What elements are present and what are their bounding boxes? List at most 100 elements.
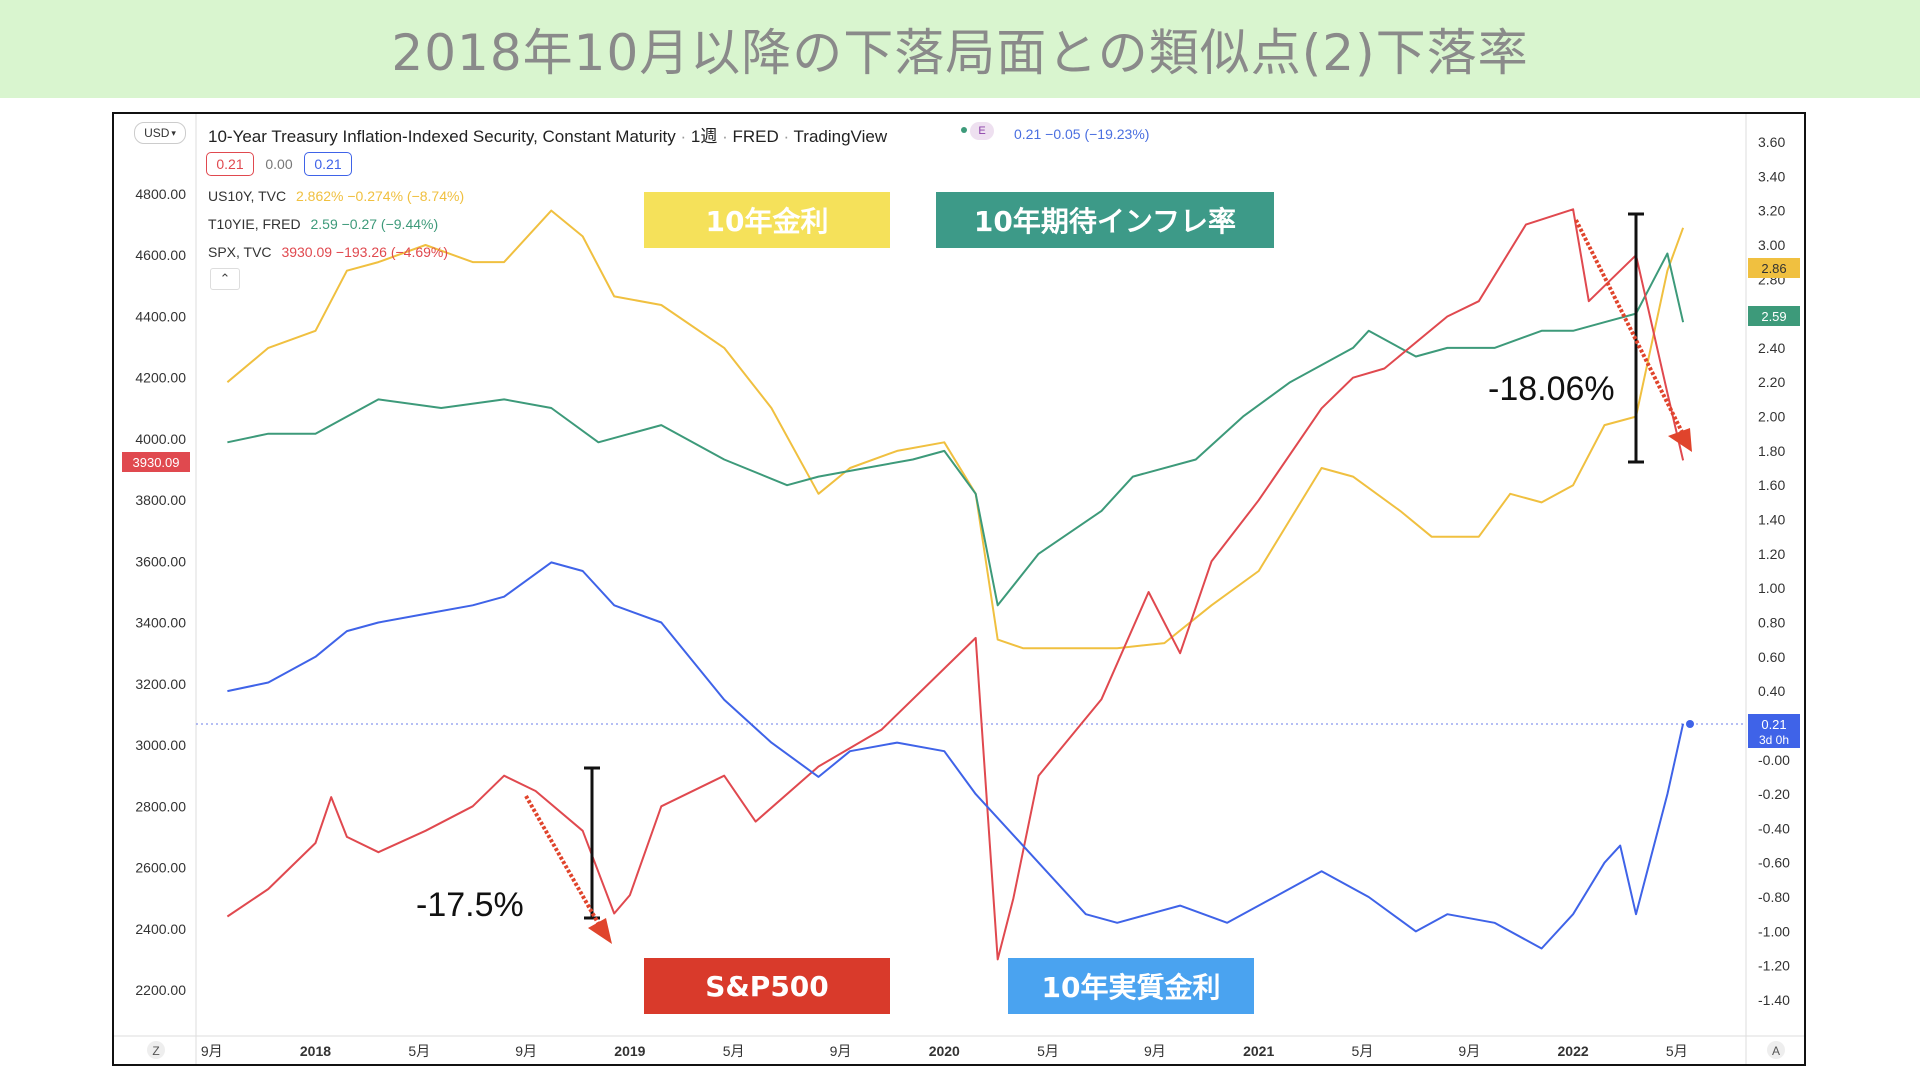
arrow-2022 (1574, 219, 1692, 452)
chart-title: 10-Year Treasury Inflation-Indexed Secur… (208, 127, 676, 146)
label-t10yie: 10年期待インフレ率 (936, 192, 1274, 248)
drop-label-2022: -18.06% (1488, 370, 1615, 408)
auto-scale-button[interactable] (1767, 1041, 1785, 1059)
auto-scale-button-text: A (1772, 1044, 1780, 1058)
legend-values: 3930.09 −193.26 (−4.69%) (281, 244, 449, 260)
right-axis-ticks: 3.603.403.203.002.802.602.402.202.001.80… (1758, 134, 1790, 1008)
time-tick-label: 9月 (830, 1043, 852, 1059)
right-tick-label: 2.00 (1758, 409, 1785, 425)
label-us10y-text: 10年金利 (705, 205, 829, 238)
legend-values: 2.59 −0.27 (−9.44%) (310, 216, 439, 232)
right-tick-label: 3.00 (1758, 237, 1785, 253)
interval[interactable]: 1週 (690, 127, 718, 146)
series-group (226, 208, 1685, 961)
legend-values: 2.862% −0.274% (−8.74%) (295, 188, 465, 204)
series-line-3 (227, 561, 1685, 950)
chevron-up-icon: ⌃ (219, 271, 231, 286)
right-tick-label: 1.40 (1758, 512, 1785, 528)
earnings-badge-label: E (978, 125, 986, 137)
collapse-legend-button[interactable]: ⌃ (210, 268, 240, 290)
t10yie-price-tag (1748, 306, 1800, 326)
buy-pill[interactable]: 0.21 (304, 152, 352, 176)
right-tick-label: -0.40 (1758, 820, 1790, 836)
right-tick-label: -0.00 (1758, 752, 1790, 768)
right-tick-label: 3.20 (1758, 203, 1785, 219)
right-tick-label: 0.80 (1758, 614, 1785, 630)
left-tick-label: 4400.00 (135, 308, 186, 324)
time-tick-label: 9月 (1458, 1043, 1480, 1059)
label-us10y: 10年金利 (644, 192, 890, 248)
label-t10yie-text: 10年期待インフレ率 (973, 205, 1237, 238)
sell-pill[interactable]: 0.21 (206, 152, 254, 176)
legend-label: SPX, TVC (208, 244, 272, 260)
legend-item-t10yie[interactable]: T10YIE, FRED 2.59 −0.27 (−9.44%) (208, 216, 438, 232)
right-tick-label: 2.40 (1758, 340, 1785, 356)
left-tick-label: 3000.00 (135, 737, 186, 753)
right-tick-label: -1.40 (1758, 992, 1790, 1008)
time-tick-label: 5月 (723, 1043, 745, 1059)
chart-frame (112, 112, 1806, 1066)
series-line-0 (226, 209, 1685, 650)
chevron-down-icon: ▾ (171, 127, 176, 138)
left-tick-label: 4600.00 (135, 247, 186, 263)
slide-title-bar: 2018年10月以降の下落局面との類似点(2)下落率 (0, 0, 1920, 98)
spx-price-tag-text: 3930.09 (133, 455, 180, 470)
right-tick-label: 0.60 (1758, 649, 1785, 665)
buy-pill-label: 0.21 (314, 156, 342, 172)
left-tick-label: 3400.00 (135, 615, 186, 631)
earnings-badge[interactable]: E (970, 122, 994, 140)
currency-selector[interactable]: USD ▾ (134, 122, 186, 144)
slide-title: 2018年10月以降の下落局面との類似点(2)下落率 (391, 24, 1529, 82)
time-tick-label: 5月 (1666, 1043, 1688, 1059)
spread-pill-label: 0.00 (265, 156, 293, 172)
spx-price-tag (122, 452, 190, 472)
right-tick-label: -0.60 (1758, 855, 1790, 871)
time-tick-label: 9月 (515, 1043, 537, 1059)
drop-label-2018: -17.5% (416, 886, 524, 924)
left-tick-label: 2600.00 (135, 860, 186, 876)
arrow-2018 (524, 795, 612, 944)
left-scale-button[interactable] (147, 1041, 165, 1059)
right-tick-label: -0.80 (1758, 889, 1790, 905)
right-tick-label: 1.60 (1758, 477, 1785, 493)
right-tick-label: -1.20 (1758, 958, 1790, 974)
right-tick-label: -0.20 (1758, 786, 1790, 802)
time-tick-label: 5月 (1352, 1043, 1374, 1059)
right-tick-label: 1.00 (1758, 580, 1785, 596)
left-tick-label: 2400.00 (135, 921, 186, 937)
right-tick-label: 1.20 (1758, 546, 1785, 562)
left-tick-label: 4000.00 (135, 431, 186, 447)
last-value: 0.21 (1014, 126, 1042, 142)
right-tick-label: 3.40 (1758, 168, 1785, 184)
label-spx: S&P500 (644, 958, 890, 1014)
time-tick-label: 5月 (1037, 1043, 1059, 1059)
legend-item-spx[interactable]: SPX, TVC 3930.09 −193.26 (−4.69%) (208, 244, 448, 260)
legend-label: US10Y, TVC (208, 188, 287, 204)
time-tick-label: 5月 (408, 1043, 430, 1059)
currency-label: USD (144, 126, 170, 140)
series-line-2 (226, 208, 1685, 961)
label-spx-text: S&P500 (705, 969, 829, 1003)
time-tick-label: 2020 (929, 1043, 960, 1059)
right-tick-label: 0.40 (1758, 683, 1785, 699)
time-tick-label: 2018 (300, 1043, 331, 1059)
last-change: −0.05 (−19.23%) (1045, 126, 1150, 142)
real-price-tag-text: 0.21 (1761, 717, 1786, 732)
chart-header: 10-Year Treasury Inflation-Indexed Secur… (208, 127, 888, 146)
us10y-price-tag (1748, 258, 1800, 278)
spread-pill: 0.00 (258, 152, 300, 176)
us10y-price-tag-text: 2.86 (1761, 261, 1786, 276)
real-last-point (1686, 720, 1694, 728)
left-tick-label: 3600.00 (135, 553, 186, 569)
left-tick-label: 2200.00 (135, 982, 186, 998)
last-value-readout: 0.21 −0.05 (−19.23%) (1014, 126, 1149, 142)
time-tick-label: 2021 (1243, 1043, 1274, 1059)
time-axis-ticks: 9月 2018 5月 9月 2019 5月 9月 2020 5月 9月 2021 5月 9月 2022 5月 (201, 1043, 1688, 1059)
label-real-text: 10年実質金利 (1041, 971, 1221, 1004)
real-price-tag (1748, 714, 1800, 748)
real-price-tag-sub: 3d 0h (1759, 733, 1789, 747)
right-tick-label: 2.20 (1758, 374, 1785, 390)
legend-item-us10y[interactable]: US10Y, TVC 2.862% −0.274% (−8.74%) (208, 188, 464, 204)
source: FRED (732, 127, 779, 146)
left-tick-label: 4200.00 (135, 370, 186, 386)
